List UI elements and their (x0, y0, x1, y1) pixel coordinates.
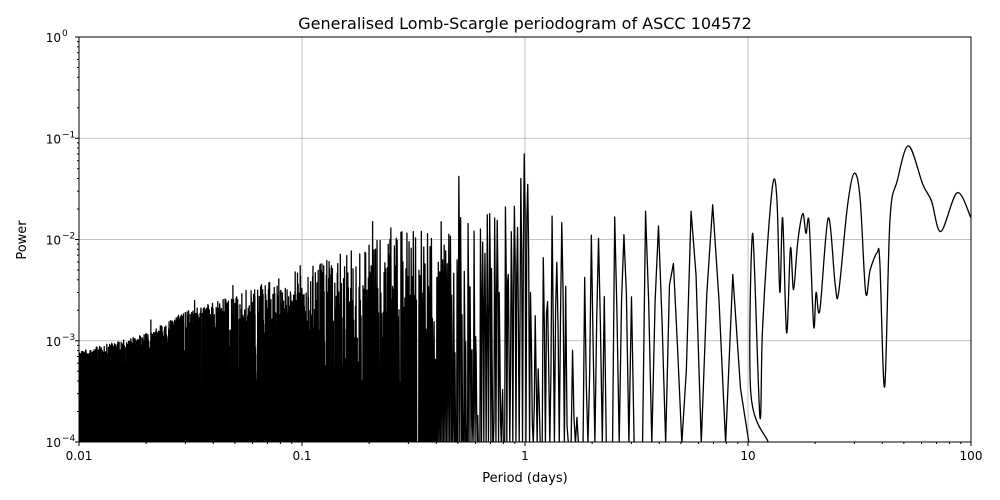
y-tick-exponent: −4 (62, 434, 76, 444)
y-tick-label: 10 (46, 436, 61, 450)
x-tick-label: 1 (521, 449, 529, 463)
x-axis-label: Period (days) (482, 471, 568, 486)
y-tick-exponent: −3 (62, 333, 75, 343)
y-tick-label: 10 (46, 335, 61, 349)
y-tick-label: 10 (46, 132, 61, 146)
x-tick-label: 0.01 (66, 449, 93, 463)
chart-title: Generalised Lomb-Scargle periodogram of … (298, 14, 752, 33)
y-tick-exponent: −2 (62, 232, 75, 242)
periodogram-line (79, 145, 971, 442)
y-axis-label: Power (15, 220, 30, 260)
y-tick-label: 10 (46, 234, 61, 248)
y-tick-label: 10 (46, 31, 61, 45)
x-tick-label: 100 (960, 449, 983, 463)
x-tick-label: 10 (740, 449, 755, 463)
x-tick-label: 0.1 (292, 449, 311, 463)
y-tick-exponent: −1 (62, 130, 75, 140)
series-group (79, 145, 971, 442)
y-tick-exponent: 0 (62, 29, 68, 39)
